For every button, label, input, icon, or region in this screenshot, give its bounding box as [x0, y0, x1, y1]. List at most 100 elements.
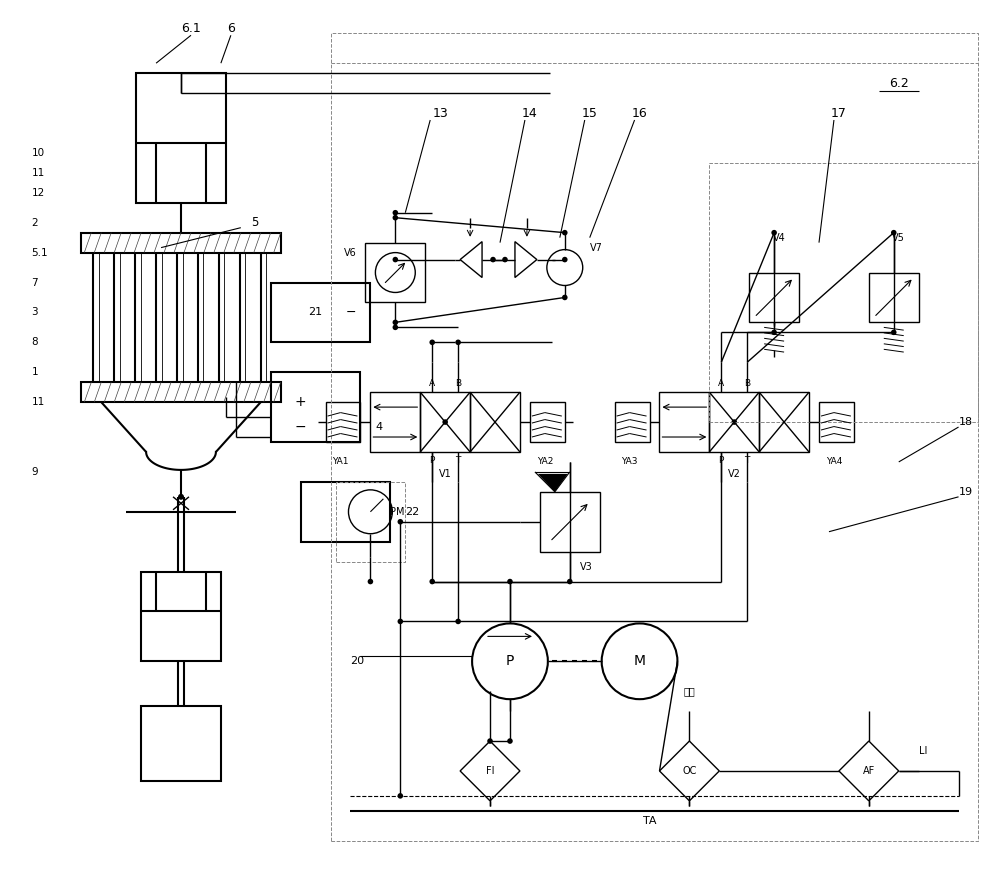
Text: PM: PM — [390, 507, 405, 517]
Circle shape — [393, 325, 398, 330]
Circle shape — [562, 230, 568, 235]
Circle shape — [398, 519, 403, 525]
Text: 3: 3 — [31, 308, 38, 318]
Text: V5: V5 — [892, 233, 905, 243]
Bar — [81, 233, 281, 252]
Circle shape — [398, 618, 403, 624]
Bar — [271, 282, 370, 342]
Text: YA4: YA4 — [826, 458, 842, 467]
Circle shape — [393, 215, 398, 220]
Bar — [141, 572, 221, 662]
Bar — [81, 382, 281, 402]
Circle shape — [771, 230, 777, 235]
Bar — [370, 392, 420, 452]
Text: 8: 8 — [31, 337, 38, 348]
Bar — [819, 402, 854, 442]
Circle shape — [567, 579, 573, 585]
Text: 14: 14 — [522, 107, 538, 120]
Circle shape — [429, 579, 435, 585]
Circle shape — [507, 738, 513, 744]
Text: A: A — [429, 378, 435, 388]
Circle shape — [178, 494, 184, 500]
Text: M: M — [634, 654, 646, 669]
Text: 11: 11 — [31, 168, 45, 178]
Bar — [709, 392, 759, 452]
Text: OC: OC — [682, 766, 697, 776]
Text: 19: 19 — [959, 487, 973, 497]
Text: YA3: YA3 — [621, 458, 638, 467]
Text: 11: 11 — [31, 397, 45, 407]
Text: 5: 5 — [251, 216, 258, 229]
Circle shape — [455, 340, 461, 345]
Text: TA: TA — [643, 816, 656, 826]
Text: LI: LI — [919, 746, 927, 756]
Text: T: T — [745, 457, 750, 466]
Text: V2: V2 — [728, 469, 741, 479]
Text: 6: 6 — [227, 22, 235, 34]
Text: +: + — [295, 395, 306, 409]
Circle shape — [368, 579, 373, 585]
Bar — [420, 392, 470, 452]
Circle shape — [562, 257, 568, 262]
Circle shape — [891, 330, 897, 335]
Text: 20: 20 — [350, 656, 365, 666]
Text: 13: 13 — [432, 107, 448, 120]
Bar — [659, 392, 709, 452]
Bar — [301, 482, 390, 542]
Circle shape — [442, 419, 448, 425]
Text: 5.1: 5.1 — [31, 248, 48, 258]
Bar — [141, 706, 221, 781]
Circle shape — [502, 257, 508, 262]
Text: 18: 18 — [959, 417, 973, 427]
Text: FI: FI — [486, 766, 494, 776]
Text: −: − — [295, 420, 306, 434]
Bar — [530, 402, 565, 442]
Text: 15: 15 — [582, 107, 598, 120]
Circle shape — [731, 419, 737, 425]
Text: P: P — [430, 457, 435, 466]
Text: 2: 2 — [31, 218, 38, 228]
Bar — [136, 73, 226, 203]
Text: A: A — [718, 378, 724, 388]
Text: 12: 12 — [31, 188, 45, 198]
Text: T: T — [455, 457, 461, 466]
Text: 22: 22 — [405, 507, 420, 517]
Text: V1: V1 — [439, 469, 452, 479]
Text: V4: V4 — [773, 233, 785, 243]
Circle shape — [455, 618, 461, 624]
Text: V6: V6 — [344, 248, 357, 258]
Bar — [869, 273, 919, 323]
Circle shape — [490, 257, 496, 262]
Bar — [470, 392, 520, 452]
Bar — [326, 402, 360, 442]
Text: YA2: YA2 — [537, 458, 553, 467]
Circle shape — [393, 319, 398, 325]
Text: V3: V3 — [580, 562, 592, 572]
Text: P: P — [719, 457, 724, 466]
Text: P: P — [506, 654, 514, 669]
Bar — [540, 492, 600, 551]
Text: AF: AF — [863, 766, 875, 776]
Text: 6.2: 6.2 — [889, 77, 909, 90]
Text: 7: 7 — [31, 278, 38, 288]
Bar — [615, 402, 650, 442]
Bar — [749, 273, 799, 323]
Text: 6.1: 6.1 — [181, 22, 201, 34]
Text: V7: V7 — [590, 243, 603, 252]
Text: 10: 10 — [31, 148, 45, 158]
Bar — [271, 372, 360, 442]
Circle shape — [507, 579, 513, 585]
Text: 21: 21 — [309, 308, 323, 318]
Bar — [365, 243, 425, 303]
Text: B: B — [744, 378, 750, 388]
Circle shape — [771, 330, 777, 335]
Circle shape — [393, 257, 398, 262]
Circle shape — [429, 340, 435, 345]
Polygon shape — [538, 474, 568, 492]
Text: 1: 1 — [31, 367, 38, 377]
Text: −: − — [345, 306, 356, 319]
Text: 9: 9 — [31, 467, 38, 477]
Text: 17: 17 — [831, 107, 847, 120]
Text: 16: 16 — [632, 107, 647, 120]
Circle shape — [393, 210, 398, 215]
